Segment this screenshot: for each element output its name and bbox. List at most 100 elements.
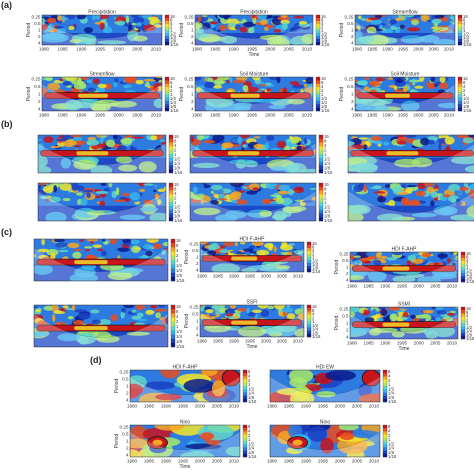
panel-title: Soil Moisture (240, 72, 269, 78)
power-blob (301, 200, 313, 203)
power-blob (129, 145, 134, 151)
colorbar-label: 1/8 (321, 39, 328, 44)
power-blob (260, 19, 268, 25)
colorbar-swatch (243, 434, 247, 438)
colorbar-swatch (169, 157, 173, 162)
power-blob (379, 255, 388, 259)
colorbar-label: 1/16 (176, 278, 185, 283)
colorbar-label: 1/2 (174, 157, 181, 162)
power-blob (268, 104, 286, 110)
colorbar-label: 1 (388, 437, 391, 442)
y-tick-label: 2 (38, 99, 41, 104)
power-blob (203, 139, 216, 144)
colorbar-label: 4 (170, 21, 173, 26)
colorbar-label: 1/8 (466, 276, 473, 281)
power-blob (415, 190, 427, 197)
power-blob (211, 305, 223, 310)
colorbar-swatch (243, 389, 247, 393)
section-label-b: (b) (1, 119, 13, 129)
power-blob (417, 256, 425, 259)
power-blob (158, 144, 162, 150)
wavelet-panel-c1: 16 8 4 2 1 1/2 1/4 1/8 1/16 (16, 232, 190, 294)
power-blob (450, 214, 474, 221)
power-blob (355, 32, 363, 39)
colorbar-label: 1/16 (174, 170, 183, 175)
x-tick-label: 2010 (293, 274, 304, 279)
power-blob (414, 85, 424, 89)
y-axis-label: Period (26, 87, 32, 102)
power-blob (411, 212, 437, 218)
power-blob (73, 159, 97, 170)
power-blob (108, 183, 113, 188)
x-tick-label: 2010 (447, 341, 458, 346)
power-blob (87, 87, 97, 93)
power-blob (418, 77, 425, 82)
power-blob (377, 213, 404, 221)
colorbar-swatch (243, 441, 247, 445)
colorbar-label: 8 (170, 80, 173, 85)
power-blob (35, 308, 41, 313)
colorbar-swatch (307, 254, 311, 258)
power-blob (195, 32, 210, 39)
cone-of-influence (42, 83, 162, 111)
colorbar-label: 1/4 (388, 446, 395, 451)
power-blob (219, 249, 230, 254)
power-blob (373, 259, 382, 266)
colorbar-swatch (319, 154, 323, 158)
colorbar-label: 1/2 (312, 323, 319, 328)
colorbar-label: 1/8 (176, 273, 183, 278)
colorbar-swatch (243, 425, 247, 429)
colorbar-label: 2 (463, 88, 466, 93)
power-blob (234, 242, 239, 247)
power-blob (446, 18, 453, 22)
power-blob (213, 79, 225, 86)
x-tick-label: 2000 (335, 404, 346, 409)
colorbar-swatch (458, 94, 462, 98)
colorbar-swatch (316, 83, 320, 88)
colorbar-swatch (165, 77, 169, 81)
power-blob (234, 102, 252, 109)
colorbar-label: 8 (312, 245, 315, 250)
colorbar-swatch (169, 135, 173, 139)
power-blob (455, 307, 458, 309)
colorbar-swatch (307, 260, 311, 264)
x-tick-label: 1980 (347, 284, 358, 289)
colorbar-label: 1 (463, 92, 466, 97)
plot-frame (129, 369, 241, 403)
colorbar-swatch (171, 326, 175, 331)
power-blob (154, 193, 159, 201)
y-tick-label: 1 (38, 92, 41, 97)
colorbar-label: 2 (248, 378, 251, 383)
y-tick-label: 1 (38, 28, 41, 33)
y-tick-label: 0.5 (187, 21, 194, 26)
power-blob (366, 26, 377, 35)
y-tick-label: 0.5 (347, 21, 354, 26)
plot-frame (269, 369, 381, 403)
colorbar-label: 16 (170, 76, 175, 81)
power-blob (454, 190, 462, 196)
colorbar-swatch (316, 87, 320, 91)
y-tick-label: 1 (196, 255, 199, 260)
power-blob (257, 15, 268, 20)
colorbar-swatch (461, 252, 465, 256)
y-tick-label: 2 (346, 328, 349, 333)
colorbar-swatch (458, 24, 462, 28)
power-blob (54, 25, 64, 29)
power-blob (57, 333, 81, 342)
x-tick-label: 1980 (39, 47, 50, 52)
colorbar-swatch (165, 87, 169, 91)
power-blob (287, 189, 294, 196)
colorbar-swatch (383, 376, 387, 380)
colorbar-swatch (383, 447, 387, 451)
power-blob (92, 244, 103, 248)
power-blob (62, 197, 71, 202)
colorbar-frame (170, 304, 176, 348)
colorbar-swatch (307, 324, 311, 328)
power-blob (282, 22, 288, 30)
power-blob (139, 206, 159, 212)
power-blob (239, 26, 248, 33)
